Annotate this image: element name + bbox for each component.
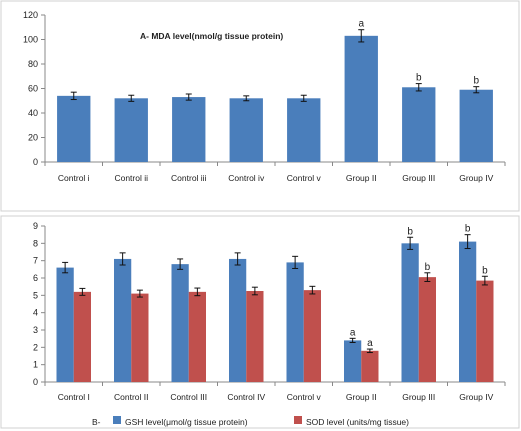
chart-a-bar	[459, 89, 493, 162]
chart-a-y-tick-label: 0	[33, 157, 38, 167]
chart-b-y-tick-label: 9	[33, 221, 38, 231]
chart-b-category-label: Group III	[402, 392, 435, 402]
chart-a-y-tick-label: 100	[23, 35, 38, 45]
chart-b-y-tick-label: 4	[33, 308, 38, 318]
chart-b-category-label: Control II	[114, 392, 149, 402]
chart-a-mda-level: A- MDA level(nmol/g tissue protein) 0 20 4…	[0, 0, 520, 212]
chart-b-significance-label: b	[407, 226, 413, 237]
chart-b-bar	[171, 264, 189, 382]
chart-b-significance-label: b	[482, 265, 488, 276]
chart-b-bar	[229, 258, 247, 382]
chart-b-bar	[459, 241, 477, 382]
chart-b-bar	[114, 258, 132, 382]
chart-a-y-tick-label: 20	[28, 133, 38, 143]
chart-b-significance-label: b	[465, 224, 471, 235]
chart-b-bar	[361, 350, 379, 382]
chart-a-significance-label: b	[416, 73, 422, 84]
chart-b-gsh-sod-levels: B- GSH level(μmol/g tissue protein) SOD …	[0, 215, 520, 429]
chart-a-category-label: Control iv	[228, 173, 265, 183]
chart-b-y-tick-label: 5	[33, 290, 38, 300]
chart-b-category-label: Group II	[346, 392, 377, 402]
chart-a-category-label: Control v	[287, 173, 322, 183]
chart-a-category-label: Group IV	[459, 173, 493, 183]
chart-a-bar	[172, 97, 206, 162]
chart-a-significance-label: a	[358, 19, 364, 30]
chart-a-title: A- MDA level(nmol/g tissue protein)	[140, 31, 283, 41]
chart-b-y-tick-label: 3	[33, 325, 38, 335]
chart-a-category-label: Control i	[58, 173, 90, 183]
chart-b-significance-label: b	[425, 262, 431, 273]
chart-a-bar	[229, 98, 263, 162]
chart-a-y-tick-label: 60	[28, 84, 38, 94]
chart-b-category-label: Group IV	[459, 392, 493, 402]
chart-a-bar	[402, 87, 436, 162]
chart-b-y-tick-label: 0	[33, 377, 38, 387]
chart-b-bar	[56, 267, 74, 382]
chart-b-bar	[188, 291, 206, 382]
chart-a-y-tick-label: 80	[28, 59, 38, 69]
chart-b-bar	[401, 243, 419, 382]
chart-b-category-label: Control I	[58, 392, 90, 402]
chart-b-y-tick-label: 2	[33, 342, 38, 352]
chart-a-y-tick-label: 40	[28, 108, 38, 118]
legend-label-gsh: GSH level(μmol/g tissue protein)	[125, 417, 248, 427]
chart-b-bar	[418, 277, 436, 382]
chart-a-bar	[114, 98, 148, 162]
chart-a-significance-label: b	[473, 76, 479, 87]
chart-a-bar	[57, 95, 91, 162]
chart-a-category-label: Group III	[402, 173, 435, 183]
chart-b-bar	[286, 262, 304, 382]
chart-b-category-label: Control IV	[227, 392, 265, 402]
chart-b-significance-label: a	[367, 338, 373, 349]
chart-a-category-label: Control iii	[171, 173, 207, 183]
legend-label-sod: SOD level (units/mg tissue)	[306, 417, 409, 427]
chart-b-y-tick-label: 8	[33, 238, 38, 248]
chart-a-category-label: Group II	[346, 173, 377, 183]
chart-b-significance-label: a	[350, 327, 356, 338]
chart-b-bar	[73, 291, 91, 382]
legend-prefix: B-	[92, 417, 101, 427]
chart-b-y-tick-label: 7	[33, 256, 38, 266]
legend-swatch-gsh	[113, 416, 121, 424]
chart-b-bar	[303, 290, 321, 382]
chart-b-y-tick-label: 6	[33, 273, 38, 283]
chart-b-bar	[344, 340, 362, 382]
chart-b-category-label: Control III	[170, 392, 207, 402]
legend-swatch-sod	[294, 416, 302, 424]
chart-a-y-tick-label: 120	[23, 10, 38, 20]
chart-a-bar	[287, 98, 321, 162]
chart-b-bar	[476, 280, 494, 382]
chart-b-bar	[246, 291, 264, 382]
chart-b-y-tick-label: 1	[33, 360, 38, 370]
chart-a-category-label: Control ii	[114, 173, 148, 183]
chart-a-bar	[344, 35, 378, 163]
chart-b-bar	[131, 293, 149, 382]
chart-b-category-label: Control v	[287, 392, 322, 402]
